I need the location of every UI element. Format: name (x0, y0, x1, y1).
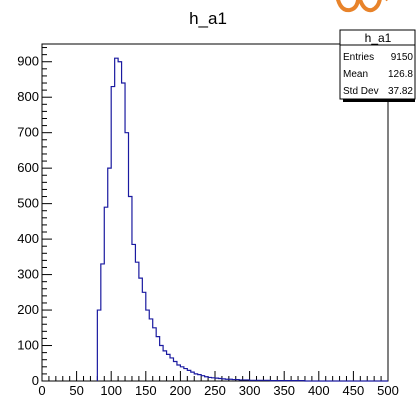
y-axis: 0 100 200 300 400 500 600 700 800 900 (17, 47, 52, 388)
x-tick-label: 350 (273, 383, 295, 398)
stats-value: 9150 (391, 52, 414, 63)
chart-title: h_a1 (189, 9, 227, 28)
stats-box: h_a1 Entries 9150 Mean 126.8 Std Dev 37.82 (339, 29, 416, 102)
x-tick-label: 300 (239, 383, 261, 398)
y-tick-label: 100 (17, 338, 39, 353)
y-tick-label: 900 (17, 54, 39, 69)
stats-rows: Entries 9150 Mean 126.8 Std Dev 37.82 (343, 52, 413, 97)
y-tick-label: 600 (17, 160, 39, 175)
x-tick-label: 50 (69, 383, 83, 398)
x-tick-label: 450 (343, 383, 365, 398)
stats-label: Std Dev (343, 86, 379, 97)
x-tick-label: 400 (308, 383, 330, 398)
x-tick-label: 0 (38, 383, 45, 398)
x-tick-label: 500 (377, 383, 399, 398)
y-tick-label: 800 (17, 89, 39, 104)
plot-frame (41, 43, 389, 382)
logo-stroke-1 (336, 0, 360, 13)
x-tick-label: 200 (170, 383, 192, 398)
histogram-series-line (96, 57, 388, 382)
y-tick-label: 700 (17, 125, 39, 140)
stats-box-frame (339, 29, 416, 100)
y-tick-label: 200 (17, 302, 39, 317)
x-tick-label: 150 (135, 383, 157, 398)
y-tick-label: 0 (32, 373, 39, 388)
y-tick-label: 500 (17, 196, 39, 211)
x-tick-label: 250 (204, 383, 226, 398)
x-tick-label: 100 (100, 383, 122, 398)
stats-label: Mean (343, 69, 368, 80)
stats-value: 37.82 (388, 86, 413, 97)
stats-box-shadow (343, 99, 415, 102)
logo-stroke-2 (358, 0, 382, 13)
stats-label: Entries (343, 52, 374, 63)
y-tick-label: 300 (17, 267, 39, 282)
y-tick-label: 400 (17, 231, 39, 246)
stats-box-title: h_a1 (365, 31, 392, 45)
stats-value: 126.8 (388, 69, 413, 80)
x-axis: 0 50 100 150 200 250 300 350 400 450 500 (38, 371, 399, 398)
root-logo-icon (330, 0, 392, 18)
